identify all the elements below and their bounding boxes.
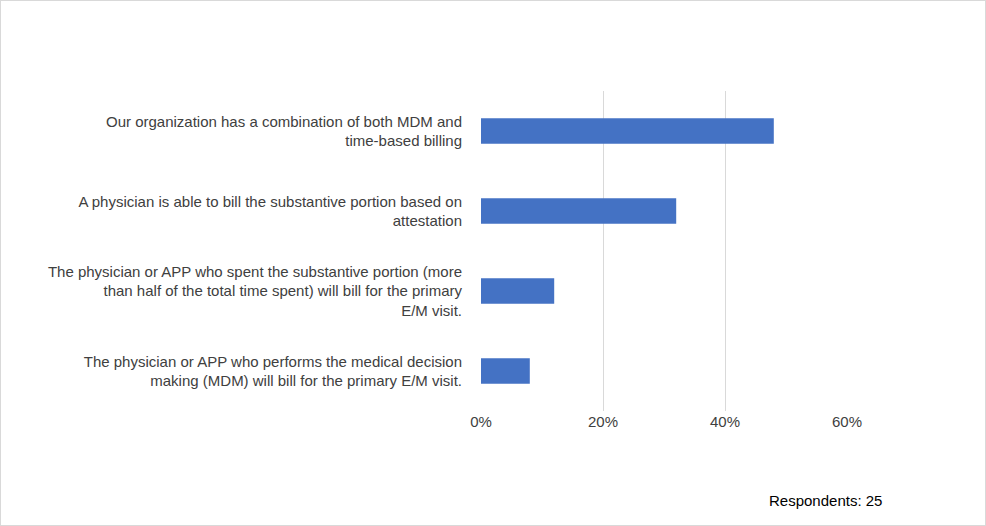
svg-text:The physician or APP who spent: The physician or APP who spent the subst… — [48, 263, 463, 319]
svg-text:Respondents: 25: Respondents: 25 — [769, 492, 882, 509]
svg-text:40%: 40% — [710, 413, 740, 430]
svg-text:60%: 60% — [832, 413, 862, 430]
svg-text:The physician or APP who perfo: The physician or APP who performs the me… — [84, 353, 462, 390]
svg-text:A physician is able to bill th: A physician is able to bill the substant… — [78, 193, 462, 230]
svg-text:0%: 0% — [470, 413, 492, 430]
svg-text:20%: 20% — [588, 413, 618, 430]
svg-text:Our organization has a combina: Our organization has a combination of bo… — [106, 113, 462, 150]
